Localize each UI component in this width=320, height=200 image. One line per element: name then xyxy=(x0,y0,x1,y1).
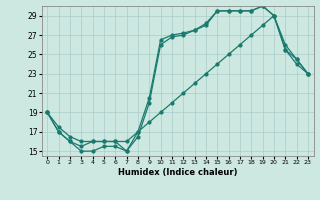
X-axis label: Humidex (Indice chaleur): Humidex (Indice chaleur) xyxy=(118,168,237,177)
